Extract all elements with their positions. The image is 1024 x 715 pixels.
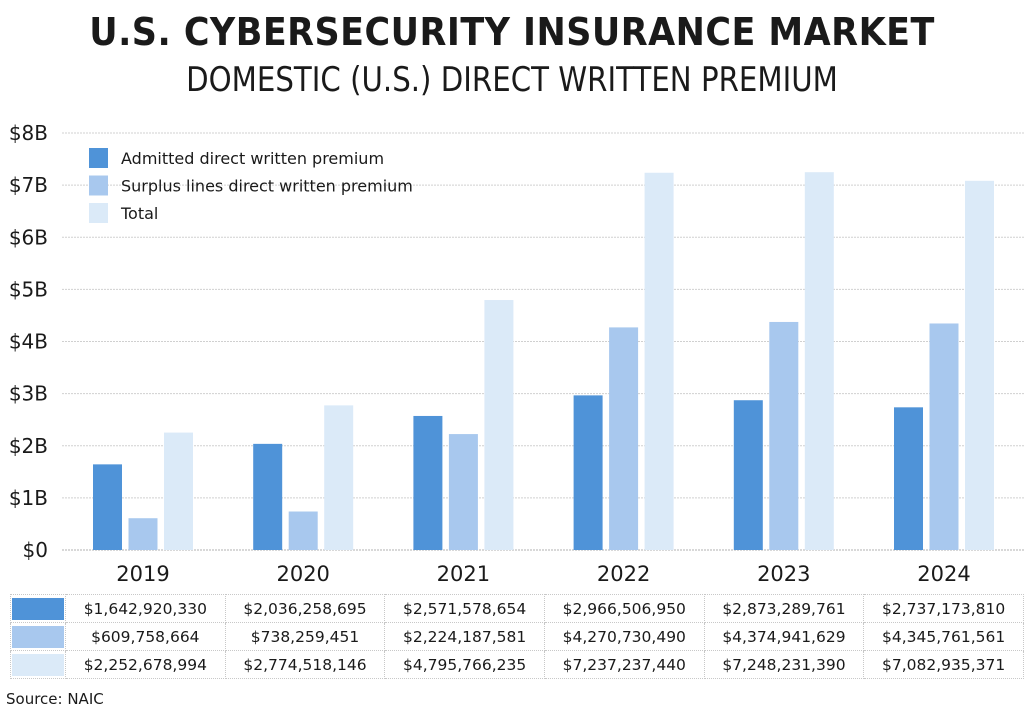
- table-swatch-cell: [10, 594, 66, 623]
- table-cell: $2,224,187,581: [384, 622, 545, 651]
- legend: Admitted direct written premium Surplus l…: [89, 148, 413, 223]
- bar-2022-surplus: [609, 327, 639, 550]
- table-cell: $7,248,231,390: [703, 650, 865, 679]
- bar-2019-surplus: [128, 518, 158, 550]
- y-axis-ticks: $0 $1B $2B $3B $4B $5B $6B $7B $8B: [9, 121, 48, 562]
- x-tick-label: 2021: [437, 562, 490, 586]
- x-tick-label: 2019: [116, 562, 169, 586]
- table-row: $2,252,678,994 $2,774,518,146 $4,795,766,2…: [10, 650, 1024, 679]
- bar-2019-total: [164, 432, 193, 550]
- chart-subtitle: DOMESTIC (U.S.) DIRECT WRITTEN PREMIUM: [186, 60, 838, 100]
- data-table: $1,642,920,330 $2,036,258,695 $2,571,578,6…: [10, 594, 1024, 679]
- bar-2024-admitted: [894, 407, 923, 550]
- bar-2021-admitted: [413, 415, 443, 550]
- bars: [93, 172, 994, 550]
- bar-2020-total: [324, 405, 354, 550]
- table-cell: $738,259,451: [224, 622, 386, 651]
- bar-2023-total: [804, 172, 834, 550]
- table-swatch-cell: [10, 622, 66, 651]
- bar-2019-admitted: [93, 464, 122, 550]
- legend-label: Total: [120, 204, 158, 223]
- table-cell: $609,758,664: [65, 622, 226, 651]
- table-cell: $4,270,730,490: [543, 622, 705, 651]
- legend-label: Admitted direct written premium: [121, 149, 384, 168]
- x-tick-label: 2023: [757, 562, 810, 586]
- table-cell: $4,795,766,235: [384, 650, 545, 679]
- y-tick-label: $4B: [9, 330, 48, 354]
- y-tick-label: $1B: [9, 486, 48, 510]
- legend-swatch: [89, 203, 108, 223]
- table-cell: $2,774,518,146: [224, 650, 386, 679]
- table-cell: $4,345,761,561: [863, 622, 1024, 651]
- y-tick-label: $6B: [9, 225, 48, 249]
- bar-2020-admitted: [253, 443, 283, 550]
- bar-2023-surplus: [769, 321, 799, 550]
- source-note: Source: NAIC: [6, 690, 104, 708]
- legend-swatch: [89, 148, 108, 168]
- x-tick-label: 2020: [276, 562, 329, 586]
- legend-label: Surplus lines direct written premium: [121, 177, 413, 196]
- gridlines: [62, 132, 1024, 551]
- x-axis-ticks: 2019 2020 2021 2022 2023 2024: [116, 562, 970, 586]
- table-legend-swatch: [12, 597, 64, 620]
- table-cell: $2,571,578,654: [384, 594, 545, 623]
- table-row: $609,758,664 $738,259,451 $2,224,187,581 $4…: [10, 622, 1024, 651]
- bar-2022-total: [644, 172, 674, 550]
- table-cell: $2,737,173,810: [863, 594, 1024, 623]
- y-tick-label: $7B: [9, 173, 48, 197]
- y-tick-label: $0: [23, 538, 48, 562]
- bar-2024-surplus: [929, 323, 959, 550]
- table-legend-swatch: [12, 653, 64, 676]
- table-cell: $2,966,506,950: [543, 594, 705, 623]
- table-cell: $7,082,935,371: [863, 650, 1024, 679]
- x-tick-label: 2024: [917, 562, 970, 586]
- table-swatch-cell: [10, 650, 66, 679]
- x-tick-label: 2022: [597, 562, 650, 586]
- table-cell: $1,642,920,330: [65, 594, 226, 623]
- table-cell: $7,237,237,440: [543, 650, 705, 679]
- table-cell: $4,374,941,629: [703, 622, 865, 651]
- table-cell: $2,252,678,994: [65, 650, 226, 679]
- bar-2020-surplus: [288, 511, 318, 550]
- bar-2021-surplus: [448, 434, 478, 550]
- bar-chart: $0$1B$2B$3B$4B$5B$6B$7B$8B 2019 2020 2021 2…: [9, 121, 1024, 586]
- chart-title: U.S. CYBERSECURITY INSURANCE MARKET: [89, 10, 935, 54]
- y-tick-label: $5B: [9, 277, 48, 301]
- table-row: $1,642,920,330 $2,036,258,695 $2,571,578,6…: [10, 594, 1024, 623]
- y-tick-label: $8B: [9, 121, 48, 145]
- bar-2021-total: [484, 300, 514, 550]
- table-cell: $2,873,289,761: [703, 594, 865, 623]
- y-tick-label: $2B: [9, 434, 48, 458]
- table-cell: $2,036,258,695: [224, 594, 386, 623]
- bar-2024-total: [965, 180, 994, 550]
- bar-2023-admitted: [733, 400, 763, 550]
- bar-2022-admitted: [573, 395, 603, 550]
- legend-swatch: [89, 175, 108, 196]
- y-tick-label: $3B: [9, 382, 48, 406]
- table-legend-swatch: [12, 625, 64, 648]
